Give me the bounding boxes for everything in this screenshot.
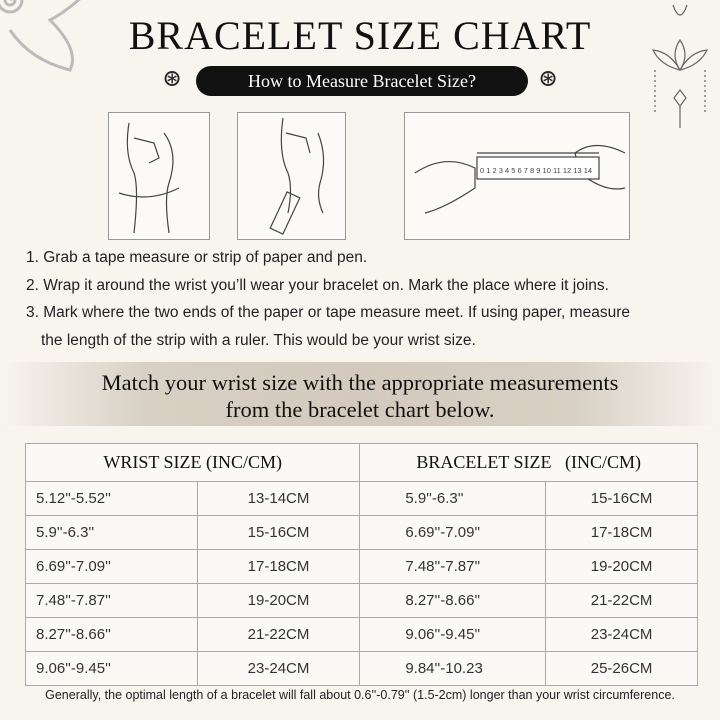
step-3-continued: the length of the strip with a ruler. Th… (41, 331, 476, 349)
left-flourish-icon: ⊛ (162, 64, 183, 92)
right-flourish-icon: ⊛ (538, 64, 559, 92)
table-row: 5.12''-5.52'' 13-14CM 5.9''-6.3'' 15-16CM (25, 481, 698, 516)
wrist-cm-cell: 21-22CM (196, 617, 361, 652)
wrist-inch-cell: 7.48''-7.87'' (25, 583, 198, 618)
wrist-inch-cell: 5.12''-5.52'' (25, 481, 198, 516)
wrist-cm-cell: 23-24CM (196, 651, 361, 686)
bracelet-cm-cell: 19-20CM (545, 549, 698, 584)
wrist-inch-cell: 9.06''-9.45'' (25, 651, 198, 686)
page-title: BRACELET SIZE CHART (128, 13, 592, 58)
table-row: 5.9''-6.3'' 15-16CM 6.69''-7.09'' 17-18CM (25, 515, 698, 550)
table-row: 8.27''-8.66'' 21-22CM 9.06''-9.45'' 23-24CM (25, 617, 698, 652)
bracelet-inch-cell: 6.69''-7.09'' (359, 515, 547, 550)
bracelet-inch-cell: 9.84''-10.23 (359, 651, 547, 686)
wrist-size-header: WRIST SIZE (INC/CM) (24, 443, 361, 482)
table-row: 6.69''-7.09'' 17-18CM 7.48''-7.87'' 19-20CM (25, 549, 698, 584)
size-chart-table: WRIST SIZE (INC/CM) BRACELET SIZE (INC/C… (24, 443, 698, 686)
wrist-cm-cell: 15-16CM (196, 515, 361, 550)
bracelet-inch-cell: 8.27''-8.66'' (359, 583, 547, 618)
table-row: 7.48''-7.87'' 19-20CM 8.27''-8.66'' 21-22CM (25, 583, 698, 618)
wrist-cm-cell: 17-18CM (196, 549, 361, 584)
mark-wrist-illustration (237, 112, 346, 240)
lotus-ornament-icon (0, 0, 81, 72)
bracelet-inch-cell: 5.9''-6.3'' (359, 481, 547, 516)
bracelet-cm-cell: 17-18CM (545, 515, 698, 550)
wrist-inch-cell: 6.69''-7.09'' (25, 549, 198, 584)
wrap-wrist-illustration (108, 112, 210, 240)
step-1: 1. Grab a tape measure or strip of paper… (26, 249, 368, 266)
step-3: 3. Mark where the two ends of the paper … (26, 304, 630, 321)
bracelet-cm-cell: 21-22CM (545, 583, 698, 618)
table-row: 9.06''-9.45'' 23-24CM 9.84''-10.23 25-26CM (25, 651, 698, 686)
ruler-measure-illustration: 0 1 2 3 4 5 6 7 8 9 10 11 12 13 14 (404, 112, 630, 240)
bracelet-cm-cell: 25-26CM (545, 651, 698, 686)
bracelet-cm-cell: 23-24CM (545, 617, 698, 652)
bracelet-cm-cell: 15-16CM (545, 481, 698, 516)
wrist-cm-cell: 19-20CM (196, 583, 361, 618)
footnote: Generally, the optimal length of a brace… (45, 688, 675, 702)
banner-line-2: from the bracelet chart below. (225, 397, 495, 422)
ruler-numbers: 0 1 2 3 4 5 6 7 8 9 10 11 12 13 14 (480, 166, 592, 175)
instruction-steps: 1. Grab a tape measure or strip of paper… (26, 244, 630, 354)
match-instruction-banner: Match your wrist size with the appropria… (0, 362, 720, 426)
bracelet-size-header: BRACELET SIZE (INC/CM) (359, 443, 698, 482)
hand-icon (118, 122, 180, 234)
bracelet-inch-cell: 7.48''-7.87'' (359, 549, 547, 584)
hand-with-pen-icon (269, 117, 325, 235)
wrist-inch-cell: 5.9''-6.3'' (25, 515, 198, 550)
table-header-row: WRIST SIZE (INC/CM) BRACELET SIZE (INC/C… (24, 443, 698, 482)
ruler-icon: 0 1 2 3 4 5 6 7 8 9 10 11 12 13 14 (414, 144, 626, 214)
banner-line-1: Match your wrist size with the appropria… (101, 370, 619, 395)
bracelet-inch-cell: 9.06''-9.45'' (359, 617, 547, 652)
hanging-lotus-ornament-icon (652, 4, 708, 128)
subtitle-pill: How to Measure Bracelet Size? (196, 66, 528, 96)
wrist-cm-cell: 13-14CM (196, 481, 361, 516)
step-2: 2. Wrap it around the wrist you’ll wear … (26, 276, 609, 294)
wrist-inch-cell: 8.27''-8.66'' (25, 617, 198, 652)
